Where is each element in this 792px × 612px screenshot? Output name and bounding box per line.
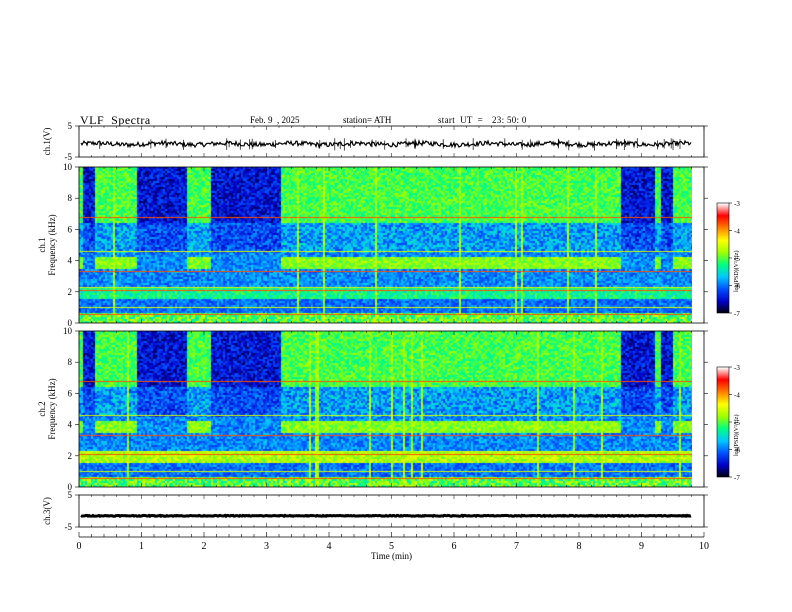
panel-1: -7 -6 -5 -4 -3 log(PSD)(V²/Hz) 0 2 4 6 8 10 ch.1 Freq…	[37, 162, 740, 328]
colorbar-tick-label: -6	[734, 283, 740, 291]
y-tick-label: 0	[68, 318, 73, 328]
y-tick-label: 8	[68, 193, 73, 203]
y-tick-label: 0	[68, 482, 73, 492]
y-tick-label: 6	[68, 388, 73, 398]
panel-frame	[78, 494, 705, 528]
y-axis-label: ch.2	[37, 401, 47, 416]
spectrogram-image	[79, 167, 692, 323]
y-tick-label: 5	[68, 490, 73, 500]
colorbar-tick-label: -6	[734, 447, 740, 455]
time-tick-label: 2	[202, 541, 207, 552]
y-tick-label: 8	[68, 357, 73, 367]
spectrogram-image	[79, 331, 692, 487]
time-tick-label: 4	[327, 541, 332, 552]
panel-2: -7 -6 -5 -4 -3 log(PSD)(V²/Hz) 0 2 4 6 8 10 ch.2 Freq…	[37, 326, 740, 492]
y-axis-label: Frequency (kHz)	[47, 378, 57, 439]
colorbar-tick-label: -7	[734, 310, 740, 318]
colorbar-tick-label: -5	[734, 419, 740, 427]
figure-title: VLF Spectra	[80, 113, 151, 127]
colorbar-tick-label: -5	[734, 255, 740, 263]
time-tick-label: 7	[514, 541, 519, 552]
waveform-line	[80, 138, 692, 149]
colorbar-tick-label: -7	[734, 474, 740, 482]
y-axis-label: ch.1	[37, 237, 47, 252]
colorbar-tick-label: -4	[734, 228, 740, 236]
time-tick-label: 1	[139, 541, 144, 552]
header-start-label: start UT =	[438, 115, 484, 125]
time-tick-label: 3	[264, 541, 269, 552]
y-tick-label: -5	[65, 152, 73, 162]
panel-frame	[78, 125, 705, 158]
colorbar-label: log(PSD)(V²/Hz)	[733, 251, 740, 292]
time-tick-label: 8	[577, 541, 582, 552]
time-axis-label: Time (min)	[371, 551, 412, 561]
time-tick-label: 0	[77, 541, 82, 552]
header-start-value: 23: 50: 0	[492, 115, 527, 125]
panel-0: -5 5 ch.1(V)	[42, 121, 708, 162]
y-tick-label: 4	[68, 420, 73, 430]
colorbar-gradient	[717, 203, 729, 313]
header-station: station= ATH	[343, 115, 392, 125]
y-tick-label: -5	[65, 522, 73, 532]
colorbar-tick-label: -3	[734, 200, 740, 208]
time-axis: 0 1 2 3 4 5 6 7 8 9 10 Time (min)	[77, 532, 709, 561]
header-date: Feb. 9 , 2025	[250, 115, 300, 125]
y-axis-label: ch.3(V)	[42, 497, 52, 525]
y-tick-label: 10	[63, 326, 73, 336]
time-tick-label: 10	[699, 541, 709, 552]
colorbar-tick-label: -4	[734, 392, 740, 400]
y-tick-label: 5	[68, 121, 73, 131]
y-tick-label: 4	[68, 256, 73, 266]
y-axis-label: Frequency (kHz)	[47, 214, 57, 275]
time-tick-label: 6	[452, 541, 457, 552]
colorbar-gradient	[717, 367, 729, 477]
y-tick-label: 6	[68, 224, 73, 234]
panel-3: -5 5 ch.3(V)	[42, 490, 708, 532]
time-tick-label: 9	[639, 541, 644, 552]
y-tick-label: 2	[68, 287, 73, 297]
y-tick-label: 10	[63, 162, 73, 172]
y-axis-label: ch.1(V)	[42, 128, 52, 156]
colorbar-label: log(PSD)(V²/Hz)	[733, 415, 740, 456]
waveform-line	[80, 513, 692, 519]
time-tick-label: 5	[389, 541, 394, 552]
y-tick-label: 2	[68, 451, 73, 461]
colorbar-tick-label: -3	[734, 364, 740, 372]
